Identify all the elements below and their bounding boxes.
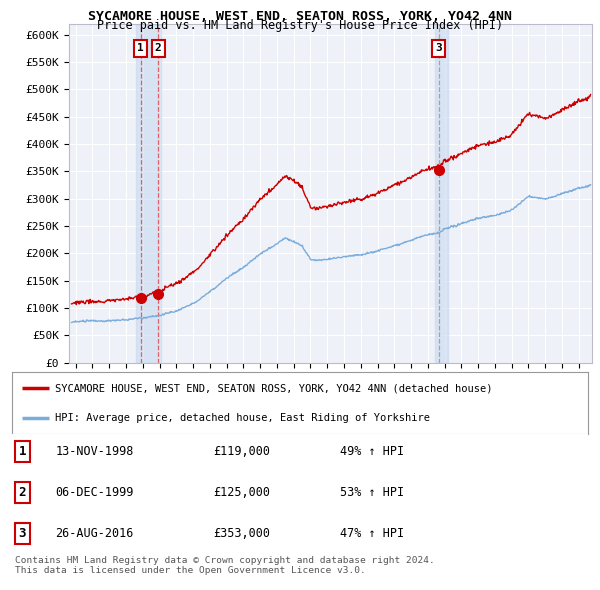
- Text: 2: 2: [155, 43, 161, 53]
- Text: 06-DEC-1999: 06-DEC-1999: [55, 486, 134, 499]
- Text: SYCAMORE HOUSE, WEST END, SEATON ROSS, YORK, YO42 4NN: SYCAMORE HOUSE, WEST END, SEATON ROSS, Y…: [88, 10, 512, 23]
- Text: 1: 1: [137, 43, 144, 53]
- Text: 49% ↑ HPI: 49% ↑ HPI: [340, 445, 404, 458]
- Text: HPI: Average price, detached house, East Riding of Yorkshire: HPI: Average price, detached house, East…: [55, 413, 430, 423]
- Text: 53% ↑ HPI: 53% ↑ HPI: [340, 486, 404, 499]
- Text: 2: 2: [19, 486, 26, 499]
- Text: 47% ↑ HPI: 47% ↑ HPI: [340, 527, 404, 540]
- Text: Price paid vs. HM Land Registry's House Price Index (HPI): Price paid vs. HM Land Registry's House …: [97, 19, 503, 32]
- Bar: [136, 24, 161, 363]
- Text: 1: 1: [19, 445, 26, 458]
- Text: Contains HM Land Registry data © Crown copyright and database right 2024.
This d: Contains HM Land Registry data © Crown c…: [15, 556, 435, 575]
- Text: SYCAMORE HOUSE, WEST END, SEATON ROSS, YORK, YO42 4NN (detached house): SYCAMORE HOUSE, WEST END, SEATON ROSS, Y…: [55, 384, 493, 394]
- Text: £353,000: £353,000: [214, 527, 271, 540]
- Text: 13-NOV-1998: 13-NOV-1998: [55, 445, 134, 458]
- Text: £125,000: £125,000: [214, 486, 271, 499]
- Text: 3: 3: [19, 527, 26, 540]
- Bar: [436, 24, 448, 363]
- Text: 3: 3: [436, 43, 442, 53]
- Text: 26-AUG-2016: 26-AUG-2016: [55, 527, 134, 540]
- Text: £119,000: £119,000: [214, 445, 271, 458]
